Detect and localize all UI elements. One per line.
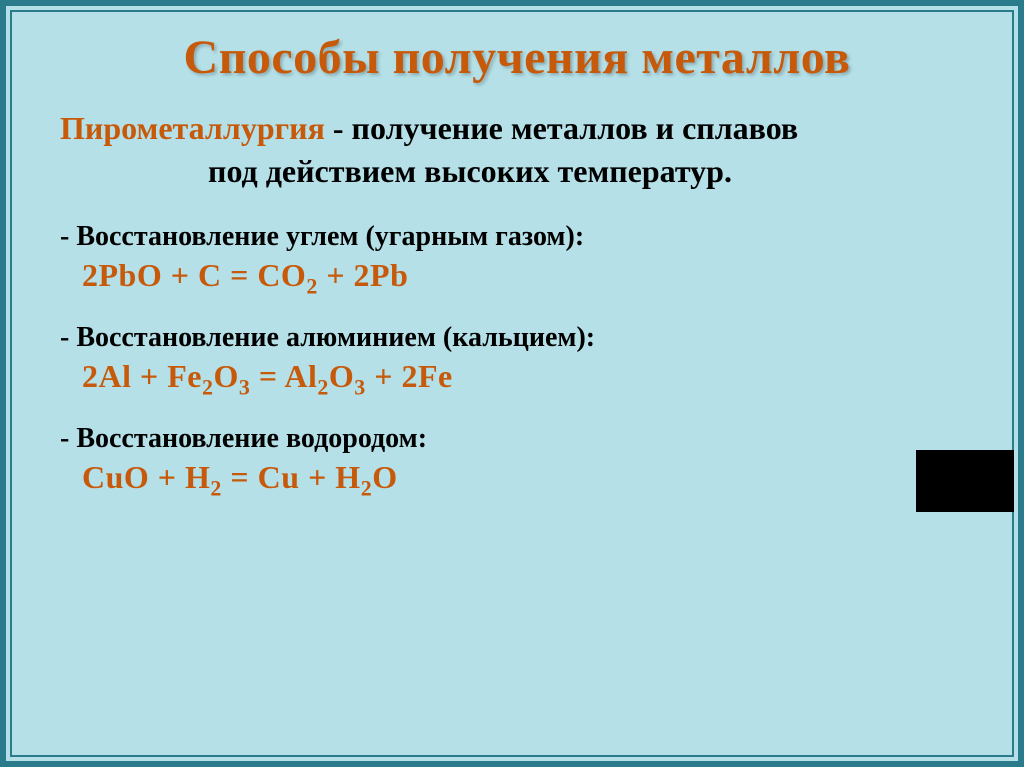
intro-line2: под действием высоких температур. — [60, 150, 974, 193]
section-head: - Восстановление алюминием (кальцием): — [60, 322, 974, 354]
redacted-region — [916, 450, 1014, 512]
intro-rest: - получение металлов и сплавов — [325, 110, 798, 146]
equation: 2PbO + C = CO2 + 2Pb — [60, 257, 974, 294]
intro-term: Пирометаллургия — [60, 110, 325, 146]
section-hydrogen: - Восстановление водородом: CuO + H2 = C… — [60, 423, 974, 496]
slide-outer-frame: Способы получения металлов Пирометаллург… — [0, 0, 1024, 767]
section-aluminium: - Восстановление алюминием (кальцием): 2… — [60, 322, 974, 395]
slide-title: Способы получения металлов — [60, 30, 974, 85]
equation: 2Al + Fe2O3 = Al2O3 + 2Fe — [60, 358, 974, 395]
section-head: - Восстановление углем (угарным газом): — [60, 221, 974, 253]
intro-paragraph: Пирометаллургия - получение металлов и с… — [60, 107, 974, 193]
slide-inner-frame: Способы получения металлов Пирометаллург… — [10, 10, 1014, 757]
equation: CuO + H2 = Cu + H2O — [60, 459, 974, 496]
section-carbon: - Восстановление углем (угарным газом): … — [60, 221, 974, 294]
section-head: - Восстановление водородом: — [60, 423, 974, 455]
